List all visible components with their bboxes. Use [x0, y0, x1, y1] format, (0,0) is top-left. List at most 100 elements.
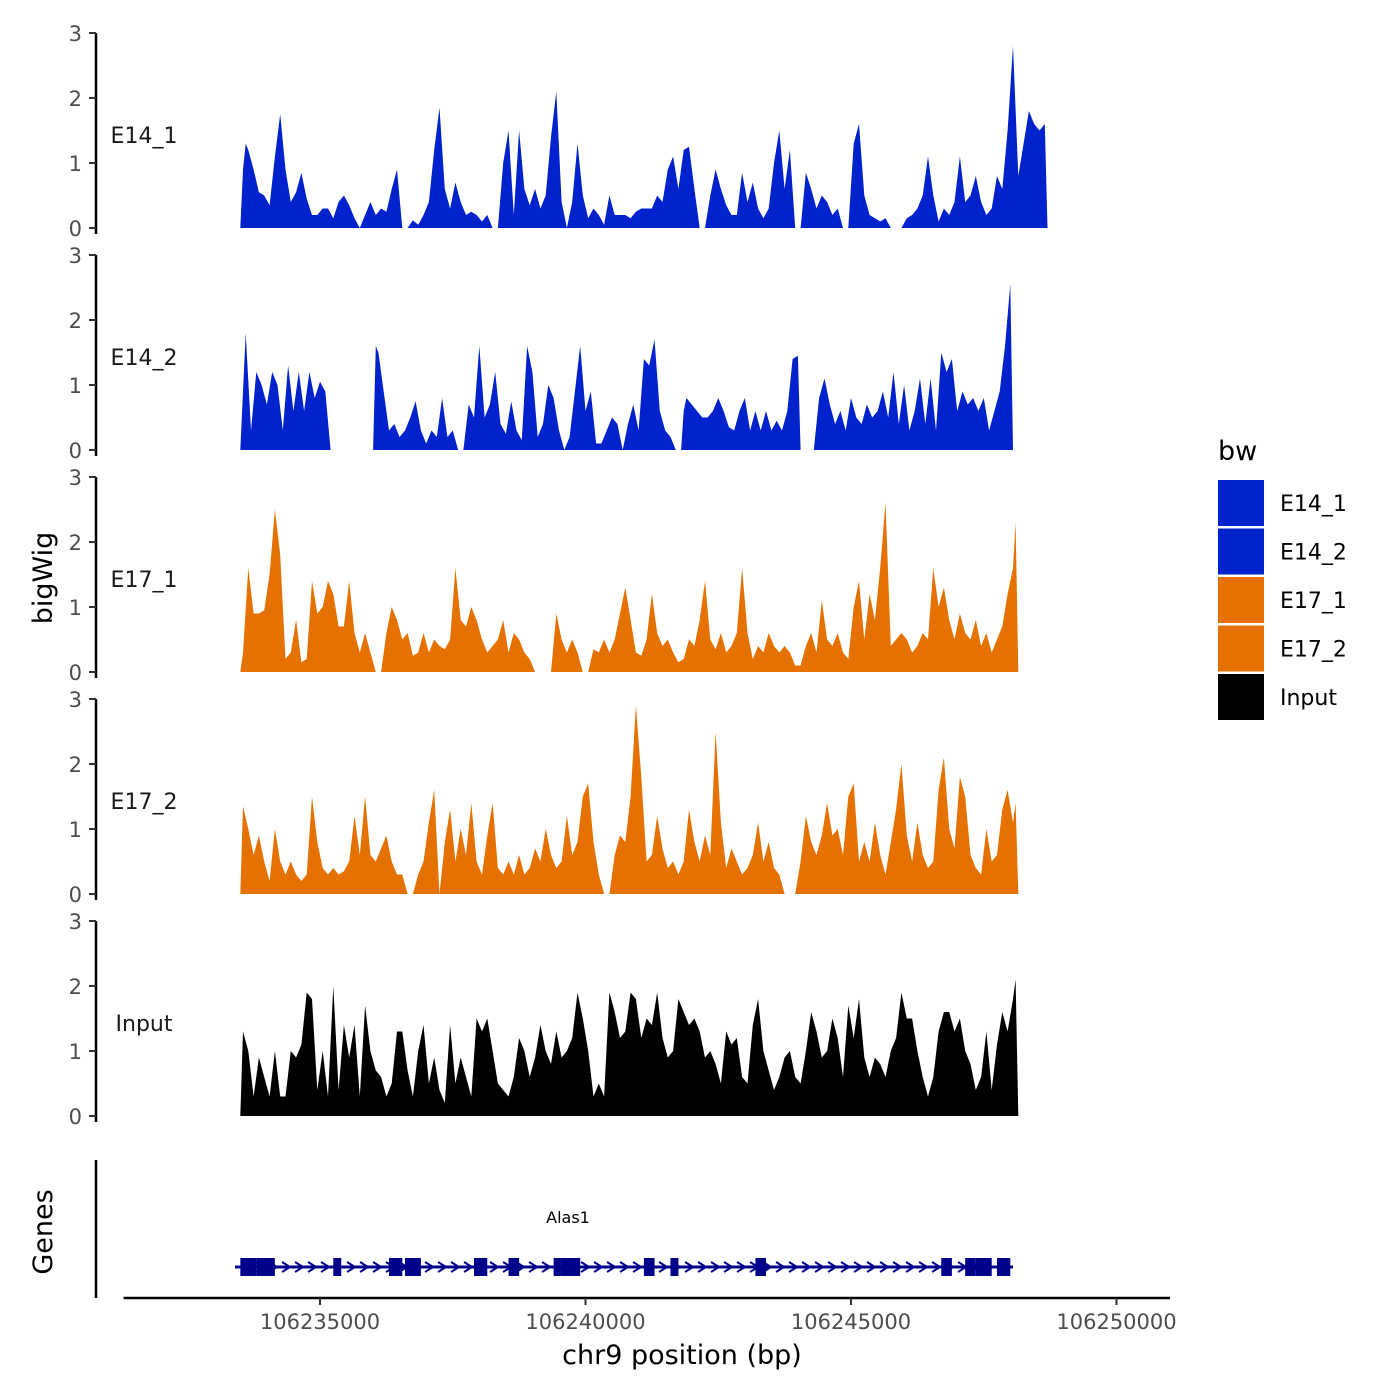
strand-chevron — [450, 1261, 461, 1273]
strand-chevron — [593, 1261, 604, 1273]
x-tick-label: 106245000 — [791, 1310, 911, 1334]
track-label-e17-2: E17_2 — [111, 790, 178, 815]
track-label-input: Input — [116, 1012, 173, 1037]
strand-chevron — [307, 1261, 318, 1273]
legend-key-input — [1218, 674, 1264, 720]
legend-key-e17-1 — [1218, 577, 1264, 623]
signal-area-e14-2 — [240, 284, 1014, 450]
signal-area-e14-1 — [240, 46, 1048, 228]
strand-chevron — [723, 1261, 734, 1273]
y-tick-label: 1 — [69, 374, 82, 398]
exon-block — [997, 1258, 1011, 1276]
strand-chevron — [879, 1261, 890, 1273]
y-tick-label: 2 — [69, 975, 82, 999]
exon-block — [389, 1258, 403, 1276]
exon-block — [404, 1258, 421, 1276]
exon-block — [643, 1258, 655, 1276]
track-label-e14-1: E14_1 — [111, 124, 178, 149]
track-e17-1: 0 1 2 3 E17_1 — [69, 466, 1019, 685]
track-e14-1: 0 1 2 3 E14_1 — [69, 22, 1048, 241]
track-input: 0 1 2 3 Input — [69, 910, 1019, 1129]
y-tick-label: 1 — [69, 818, 82, 842]
strand-chevron — [281, 1261, 292, 1273]
exon-block — [333, 1258, 342, 1276]
strand-chevron — [801, 1261, 812, 1273]
genes-axis-title: Genes — [28, 1189, 59, 1274]
strand-chevron — [710, 1261, 721, 1273]
y-tick-label: 2 — [69, 753, 82, 777]
x-tick-label: 106250000 — [1056, 1310, 1176, 1334]
y-tick-label: 0 — [69, 883, 82, 907]
gene-alas1: Alas1 — [235, 1208, 1013, 1276]
y-tick-label: 3 — [69, 22, 82, 46]
strand-chevron — [346, 1261, 357, 1273]
track-e17-2: 0 1 2 3 E17_2 — [69, 688, 1019, 907]
strand-chevron — [632, 1261, 643, 1273]
strand-chevron — [528, 1261, 539, 1273]
exon-block — [508, 1258, 520, 1276]
y-tick-label: 0 — [69, 217, 82, 241]
exon-block — [240, 1258, 257, 1276]
y-tick-label: 0 — [69, 1105, 82, 1129]
exon-block — [473, 1258, 488, 1276]
strand-chevron — [788, 1261, 799, 1273]
strand-chevron — [606, 1261, 617, 1273]
y-tick-label: 1 — [69, 1040, 82, 1064]
track-label-e17-1: E17_1 — [111, 568, 178, 593]
exon-block — [975, 1258, 992, 1276]
exon-block — [553, 1258, 562, 1276]
y-tick-label: 2 — [69, 531, 82, 555]
gene-track: Alas1 — [94, 1160, 1013, 1298]
strand-chevron — [294, 1261, 305, 1273]
exon-block — [755, 1258, 767, 1276]
strand-chevron — [814, 1261, 825, 1273]
gene-name-label: Alas1 — [546, 1208, 590, 1227]
legend-key-e14-2 — [1218, 528, 1264, 575]
signal-area-input — [240, 979, 1019, 1116]
exon-block — [256, 1258, 275, 1276]
strand-chevron — [697, 1261, 708, 1273]
strand-chevron — [684, 1261, 695, 1273]
legend-label-e17-2: E17_2 — [1280, 638, 1347, 663]
strand-chevron — [905, 1261, 916, 1273]
legend-label-e14-1: E14_1 — [1280, 492, 1347, 517]
strand-chevron — [918, 1261, 929, 1273]
y-tick-label: 3 — [69, 244, 82, 268]
y-tick-label: 0 — [69, 439, 82, 463]
y-tick-label: 0 — [69, 661, 82, 685]
exon-block — [965, 1258, 976, 1276]
legend-label-input: Input — [1280, 686, 1337, 711]
legend-key-e17-2 — [1218, 625, 1264, 672]
strand-chevron — [437, 1261, 448, 1273]
legend-label-e14-2: E14_2 — [1280, 541, 1347, 566]
y-axis-title: bigWig — [28, 532, 59, 625]
x-tick-label: 106240000 — [525, 1310, 645, 1334]
strand-chevron — [736, 1261, 747, 1273]
exon-block — [561, 1258, 581, 1276]
strand-chevron — [931, 1261, 942, 1273]
track-e14-2: 0 1 2 3 E14_2 — [69, 244, 1014, 463]
signal-area-e17-2 — [240, 705, 1019, 894]
strand-chevron — [775, 1261, 786, 1273]
strand-chevron — [827, 1261, 838, 1273]
strand-chevron — [619, 1261, 630, 1273]
strand-chevron — [359, 1261, 370, 1273]
y-tick-label: 2 — [69, 309, 82, 333]
signal-tracks: 0 1 2 3 E14_1 0 1 2 3 E14_2 0 1 2 3 E17_1 0 1 2 3 E17_2 0 1 2 3… — [69, 22, 1048, 1129]
y-tick-label: 1 — [69, 152, 82, 176]
strand-chevron — [463, 1261, 474, 1273]
y-tick-label: 3 — [69, 466, 82, 490]
exon-block — [670, 1258, 679, 1276]
strand-chevron — [580, 1261, 591, 1273]
strand-chevron — [840, 1261, 851, 1273]
strand-chevron — [372, 1261, 383, 1273]
x-axis: 106235000 106240000 106245000 106250000 — [123, 1296, 1177, 1334]
y-tick-label: 1 — [69, 596, 82, 620]
strand-chevron — [489, 1261, 500, 1273]
legend-title: bw — [1218, 436, 1257, 467]
legend-label-e17-1: E17_1 — [1280, 589, 1347, 614]
strand-chevron — [320, 1261, 331, 1273]
strand-chevron — [424, 1261, 435, 1273]
strand-chevron — [658, 1261, 669, 1273]
